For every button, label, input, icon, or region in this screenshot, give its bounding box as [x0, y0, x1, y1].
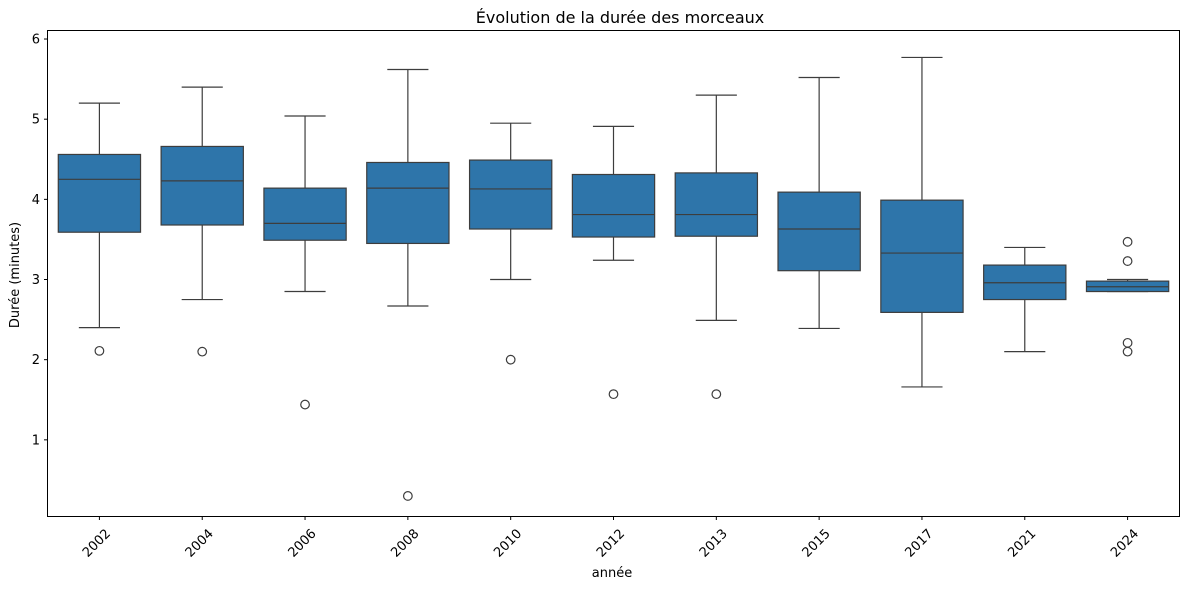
outlier-point: [94, 345, 105, 356]
outlier-point: [1122, 236, 1133, 247]
box-2008: [366, 161, 450, 245]
outlier-point: [505, 354, 516, 365]
box-2015: [777, 191, 861, 272]
x-tick-label: 2012: [594, 527, 628, 561]
x-tick-label: 2013: [697, 527, 731, 561]
y-axis-label: Durée (minutes): [8, 222, 23, 328]
x-tick-label: 2002: [80, 527, 114, 561]
y-tick-label: 3: [32, 273, 40, 288]
outlier-point: [402, 491, 413, 501]
box-2017: [880, 199, 964, 313]
x-tick-label: 2021: [1005, 527, 1039, 561]
box-2013: [674, 172, 759, 237]
x-tick-label: 2010: [491, 527, 525, 561]
y-tick-label: 2: [32, 353, 40, 368]
box-2006: [263, 187, 347, 241]
outlier-point: [608, 389, 619, 400]
box-2002: [57, 153, 142, 233]
outlier-point: [1122, 346, 1133, 357]
outlier-point: [197, 346, 208, 357]
y-tick-label: 4: [32, 193, 40, 208]
x-tick-label: 2008: [388, 527, 422, 561]
outlier-point: [711, 389, 722, 400]
outlier-point: [1122, 256, 1133, 266]
y-tick-label: 6: [32, 33, 40, 48]
x-tick-label: 2015: [800, 527, 834, 561]
outlier-point: [300, 399, 310, 410]
outlier-point: [1122, 337, 1133, 348]
x-axis-label: année: [592, 566, 632, 581]
plot-area: 1 2 3 4 5 6 2002 2004 2006 2008 2010 2012 2013 2015 20…: [32, 33, 1170, 561]
x-tick-label: 2017: [902, 527, 936, 561]
x-tick-label: 2006: [286, 527, 320, 561]
x-tick-label: 2024: [1108, 527, 1142, 561]
x-tick-label: 2004: [183, 527, 217, 561]
y-tick-label: 5: [32, 113, 40, 128]
y-tick-label: 1: [32, 433, 40, 448]
chart-title: Évolution de la durée des morceaux: [476, 8, 764, 27]
plot-frame: [47, 30, 1180, 517]
box-2012: [571, 173, 656, 238]
box-2004: [160, 145, 244, 226]
box-2010: [468, 159, 553, 230]
